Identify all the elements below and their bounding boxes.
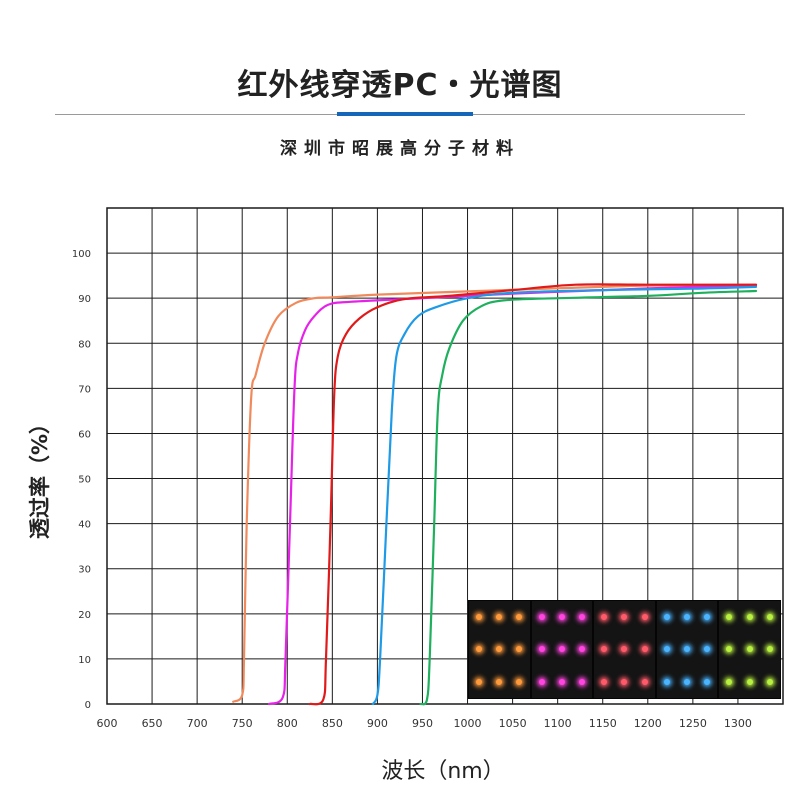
y-tick-label: 30: [78, 565, 91, 576]
y-tick-label: 50: [78, 475, 91, 486]
led-dot: [601, 646, 608, 653]
x-tick-label: 800: [277, 717, 298, 730]
x-tick-label: 1150: [589, 717, 617, 730]
y-tick-label: 0: [85, 700, 91, 711]
plot-frame: [106, 207, 784, 705]
led-dot: [704, 614, 711, 621]
led-dot: [663, 646, 670, 653]
series-line-3: [308, 283, 758, 706]
led-dot: [641, 614, 648, 621]
led-dot: [558, 614, 565, 621]
led-dot: [601, 678, 608, 685]
led-dot: [684, 614, 691, 621]
led-dot: [641, 646, 648, 653]
led-panel-blue: [656, 601, 718, 698]
series-line-4: [371, 285, 758, 706]
led-dot: [621, 646, 628, 653]
y-tick-label: 20: [78, 610, 91, 621]
x-tick-label: 900: [367, 717, 388, 730]
led-dot: [746, 678, 753, 685]
y-tick-label: 90: [78, 294, 91, 305]
led-dot: [579, 678, 586, 685]
y-tick-label: 60: [78, 429, 91, 440]
led-panel-orange: [469, 601, 530, 698]
led-panel-red: [594, 601, 655, 698]
led-dot: [621, 614, 628, 621]
led-dot: [496, 678, 503, 685]
x-tick-label: 1250: [679, 717, 707, 730]
led-dot: [516, 646, 523, 653]
y-tick-label: 80: [78, 339, 91, 350]
title-divider-accent: [337, 112, 473, 116]
led-dot: [746, 646, 753, 653]
led-dot: [746, 614, 753, 621]
led-dot: [766, 646, 773, 653]
x-tick-label: 1300: [724, 717, 752, 730]
company-subtitle: 深圳市昭展高分子材料: [280, 139, 520, 159]
led-dot: [516, 678, 523, 685]
y-tick-label: 70: [78, 384, 91, 395]
led-dot: [601, 614, 608, 621]
x-tick-label: 1200: [634, 717, 662, 730]
led-dot: [496, 646, 503, 653]
led-dot: [641, 678, 648, 685]
led-dot: [726, 678, 733, 685]
led-dot: [663, 678, 670, 685]
y-tick-labels: 0 10 20 30 40 50 60 70 80 90 100: [72, 249, 91, 711]
led-dot: [476, 646, 483, 653]
x-tick-label: 750: [232, 717, 253, 730]
page-title: 红外线穿透PC・光谱图: [237, 68, 563, 103]
y-axis-label: 透过率（%）: [28, 413, 52, 539]
led-panel-magenta: [531, 601, 593, 698]
x-tick-label: 850: [322, 717, 343, 730]
x-tick-label: 1050: [499, 717, 527, 730]
series-line-5: [419, 289, 758, 706]
chart-series: [232, 283, 758, 706]
led-dot: [684, 646, 691, 653]
x-tick-label: 1100: [544, 717, 572, 730]
led-dot: [579, 646, 586, 653]
y-tick-label: 10: [78, 655, 91, 666]
led-dot: [558, 646, 565, 653]
led-dot: [766, 614, 773, 621]
led-dot: [766, 678, 773, 685]
series-line-1: [232, 283, 758, 703]
led-dot: [704, 678, 711, 685]
led-dot: [663, 614, 670, 621]
led-dot: [538, 678, 545, 685]
led-dot: [579, 614, 586, 621]
x-tick-label: 700: [187, 717, 208, 730]
y-tick-label: 100: [72, 249, 91, 260]
led-dot: [476, 614, 483, 621]
led-panel-green: [719, 601, 780, 698]
x-tick-label: 950: [412, 717, 433, 730]
x-axis-label: 波长（nm）: [381, 759, 504, 784]
led-sample-photo: [468, 600, 781, 699]
led-dot: [684, 678, 691, 685]
led-dot: [496, 614, 503, 621]
led-dot: [726, 646, 733, 653]
led-dot: [621, 678, 628, 685]
x-tick-label: 1000: [454, 717, 482, 730]
led-dot: [704, 646, 711, 653]
led-dot: [476, 678, 483, 685]
x-tick-label: 600: [97, 717, 118, 730]
x-tick-label: 650: [142, 717, 163, 730]
x-tick-labels: 600 650 700 750 800 850 900 950 1000 1050 1100 1150…: [97, 717, 752, 730]
led-dot: [538, 614, 545, 621]
led-dot: [558, 678, 565, 685]
led-dot: [726, 614, 733, 621]
led-dot: [516, 614, 523, 621]
y-tick-label: 40: [78, 520, 91, 531]
led-dot: [538, 646, 545, 653]
